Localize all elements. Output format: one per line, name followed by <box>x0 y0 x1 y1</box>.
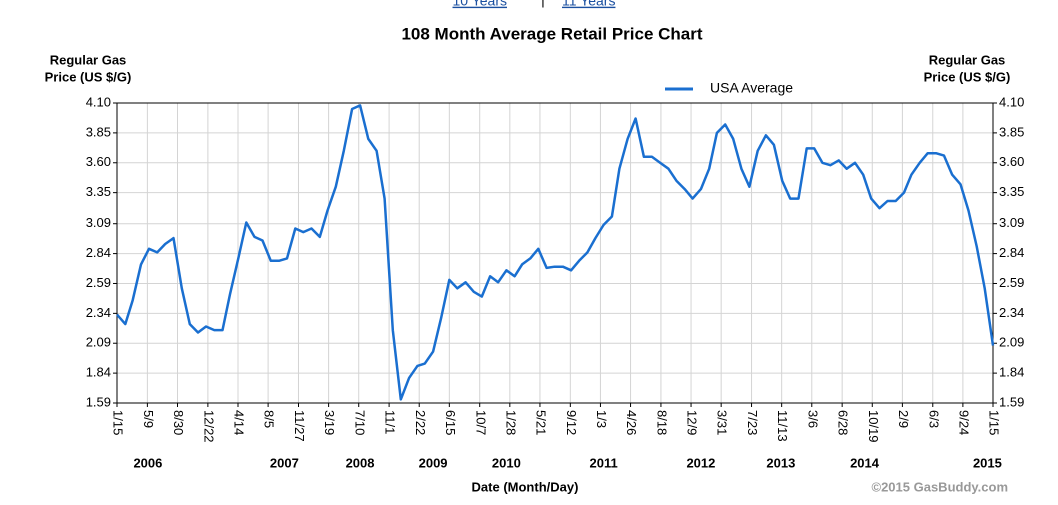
x-tick-label: 3/19 <box>322 410 337 435</box>
y-tick-label: 3.09 <box>86 215 111 230</box>
link[interactable]: 10 Years <box>453 0 508 9</box>
x-tick-label: 7/23 <box>745 410 760 435</box>
y-tick-label: 2.59 <box>86 275 111 290</box>
year-label: 2008 <box>346 455 375 470</box>
y-tick-label: 2.84 <box>86 245 111 260</box>
year-label: 2010 <box>492 455 521 470</box>
legend-label: USA Average <box>710 80 793 96</box>
x-tick-label: 12/9 <box>685 410 700 435</box>
plot-frame <box>116 102 994 404</box>
x-tick-label: 11/27 <box>292 410 307 442</box>
line-series <box>116 104 995 401</box>
x-tick-label: 2/9 <box>896 410 911 428</box>
y2-tick-label: 3.85 <box>999 124 1024 139</box>
x-tick-label: 6/3 <box>926 410 941 428</box>
year-label: 2013 <box>766 455 795 470</box>
x-axis-title: Date (Month/Day) <box>472 479 579 494</box>
y-tick-label: 1.84 <box>86 365 111 380</box>
x-tick-label: 2/22 <box>413 410 428 435</box>
y2-tick-label: 3.09 <box>999 215 1024 230</box>
x-tick-label: 1/15 <box>111 410 126 435</box>
y2-tick-label: 3.35 <box>999 184 1024 199</box>
x-tick-label: 8/30 <box>171 410 186 435</box>
chart-title: 108 Month Average Retail Price Chart <box>401 24 702 43</box>
y2-tick-label: 2.09 <box>999 335 1024 350</box>
x-tick-label: 10/7 <box>473 410 488 435</box>
year-label: 2006 <box>133 455 162 470</box>
y-tick-label: 4.10 <box>86 94 111 109</box>
x-tick-label: 1/3 <box>594 410 609 428</box>
year-label: 2007 <box>270 455 299 470</box>
y-axis-title: Regular Gas <box>50 52 127 67</box>
x-tick-label: 9/24 <box>956 410 971 435</box>
x-tick-label: 5/21 <box>534 410 549 435</box>
y2-tick-label: 2.59 <box>999 275 1024 290</box>
separator: | <box>541 0 545 8</box>
x-tick-label: 1/15 <box>987 410 1002 435</box>
x-tick-label: 12/22 <box>201 410 216 443</box>
year-label: 2009 <box>419 455 448 470</box>
link[interactable]: 11 Years <box>562 0 615 9</box>
y2-axis-title: Regular Gas <box>929 52 1006 67</box>
x-tick-label: 4/14 <box>232 410 247 435</box>
year-label: 2011 <box>590 455 618 470</box>
y2-tick-label: 1.59 <box>999 394 1024 409</box>
x-tick-label: 6/15 <box>443 410 458 435</box>
y-tick-label: 2.34 <box>86 305 111 320</box>
x-tick-label: 3/6 <box>805 410 820 428</box>
x-tick-label: 8/18 <box>654 410 669 435</box>
x-tick-label: 11/1 <box>383 410 398 434</box>
y2-axis-title: Price (US $/G) <box>924 69 1011 84</box>
year-label: 2014 <box>850 455 880 470</box>
y-tick-label: 3.85 <box>86 124 111 139</box>
x-tick-label: 11/13 <box>775 410 790 442</box>
y-tick-label: 2.09 <box>86 335 111 350</box>
y-tick-label: 3.60 <box>86 154 111 169</box>
y2-tick-label: 4.10 <box>999 94 1024 109</box>
x-tick-label: 4/26 <box>624 410 639 435</box>
y2-tick-label: 3.60 <box>999 154 1024 169</box>
credit: ©2015 GasBuddy.com <box>872 479 1009 494</box>
x-tick-label: 7/10 <box>352 410 367 435</box>
x-tick-label: 8/5 <box>262 410 277 428</box>
x-tick-label: 10/19 <box>866 410 881 443</box>
x-tick-label: 6/28 <box>836 410 851 435</box>
x-tick-label: 5/9 <box>141 410 156 428</box>
y2-tick-label: 1.84 <box>999 365 1024 380</box>
year-label: 2015 <box>973 455 1002 470</box>
y-axis-title: Price (US $/G) <box>45 69 132 84</box>
x-tick-label: 9/12 <box>564 410 579 435</box>
year-label: 2012 <box>686 455 715 470</box>
y-tick-label: 3.35 <box>86 184 111 199</box>
y2-tick-label: 2.34 <box>999 305 1024 320</box>
x-tick-label: 1/28 <box>503 410 518 435</box>
y2-tick-label: 2.84 <box>999 245 1024 260</box>
x-tick-label: 3/31 <box>715 410 730 435</box>
y-tick-label: 1.59 <box>86 394 111 409</box>
